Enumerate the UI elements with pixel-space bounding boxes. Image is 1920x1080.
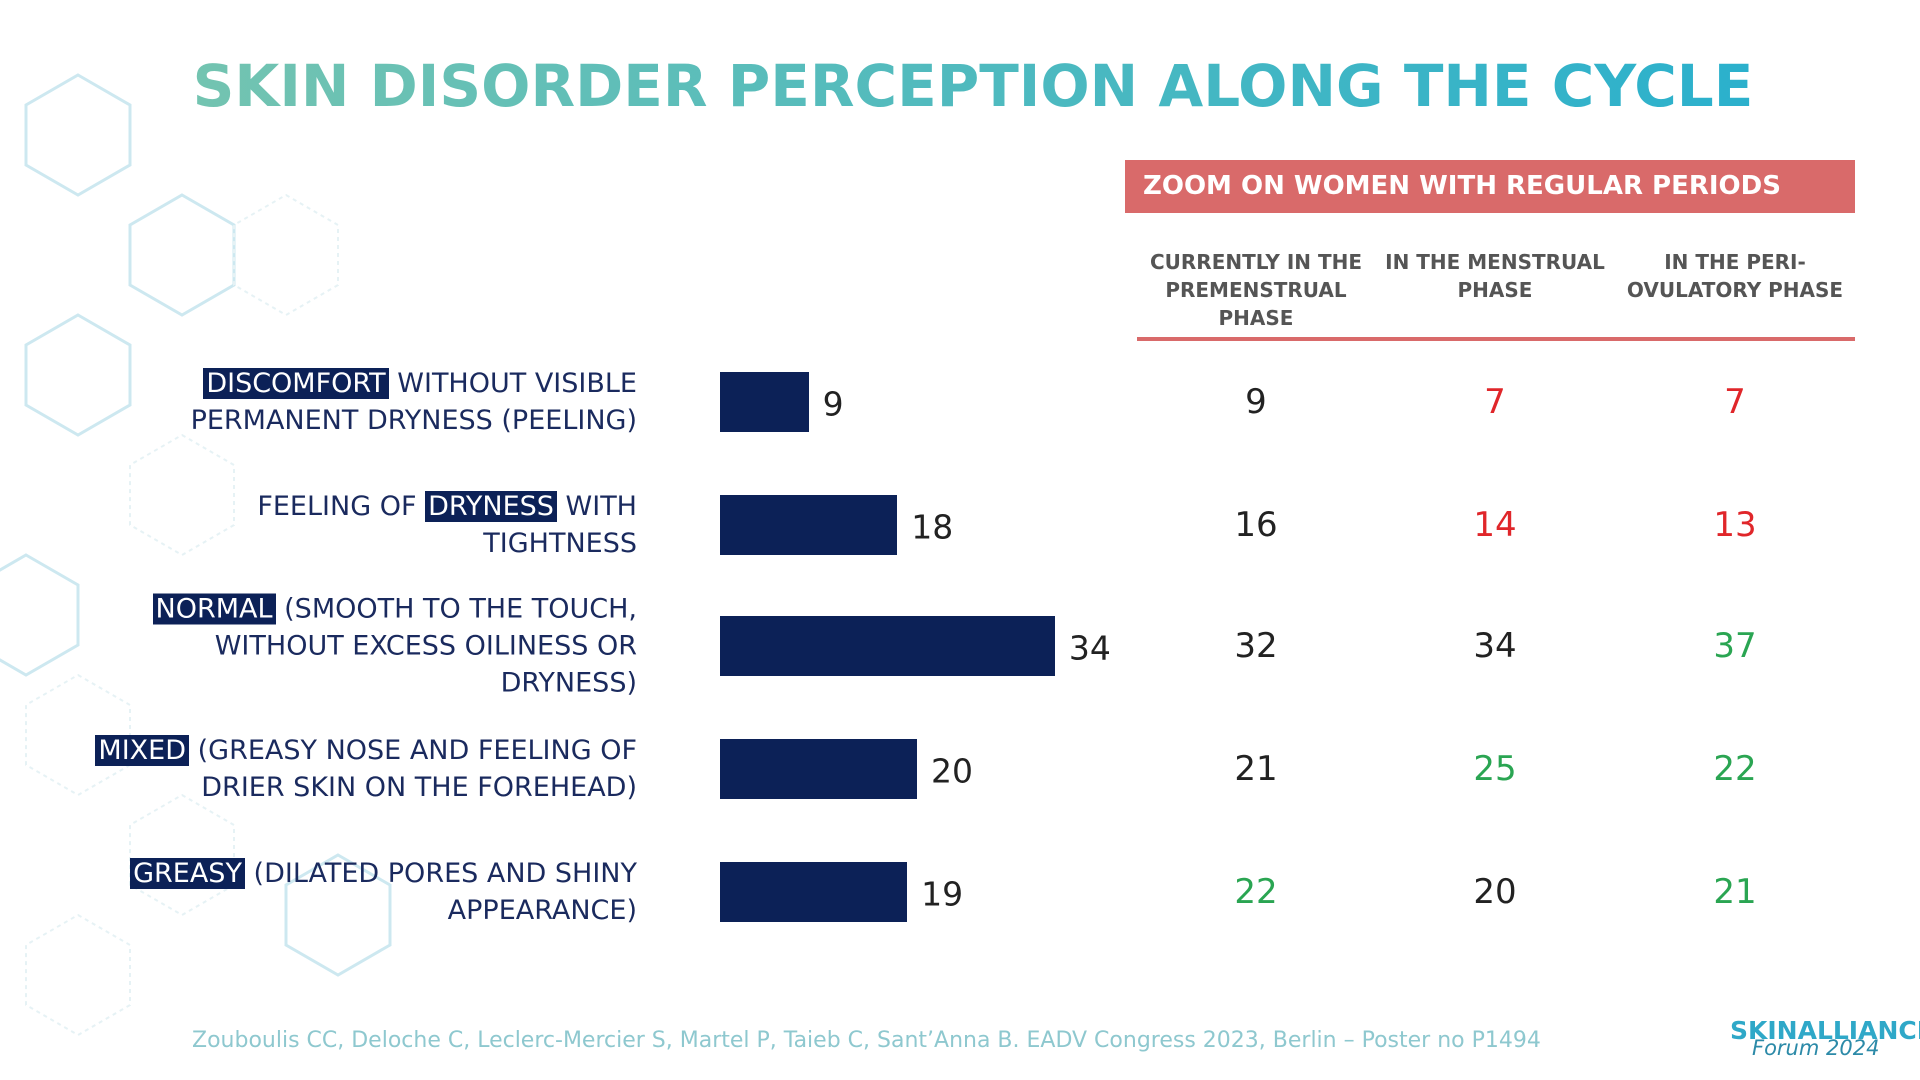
bar — [720, 739, 917, 799]
table-cell: 22 — [1234, 872, 1278, 912]
chart-title: SKIN DISORDER PERCEPTION ALONG THE CYCLE — [0, 52, 1920, 120]
table-cell: 7 — [1724, 382, 1746, 422]
highlighted-word: MIXED — [95, 735, 190, 766]
value-label: 18 — [911, 507, 954, 547]
table-cell: 7 — [1484, 382, 1506, 422]
category-label: FEELING OF DRYNESS WITH TIGHTNESS — [227, 488, 637, 562]
bar — [720, 616, 1055, 676]
value-label: 20 — [931, 751, 973, 791]
column-header: IN THE MENSTRUAL PHASE — [1385, 250, 1605, 302]
bar — [720, 862, 908, 922]
column-header: CURRENTLY IN THE PREMENSTRUAL PHASE — [1149, 250, 1363, 330]
header-rule — [1137, 337, 1855, 341]
label-text: FEELING OF — [257, 491, 417, 522]
category-label: DISCOMFORT WITHOUT VISIBLE PERMANENT DRY… — [137, 365, 637, 439]
logo: SKINALLIANCE — [1730, 1016, 1920, 1045]
label-text: (GREASY NOSE AND FEELING OF DRIER SKIN O… — [197, 735, 637, 803]
table-cell: 32 — [1234, 626, 1278, 666]
hexagon-background — [0, 73, 392, 1037]
category-label: MIXED (GREASY NOSE AND FEELING OF DRIER … — [82, 732, 637, 806]
value-label: 19 — [921, 874, 964, 914]
column-header: IN THE PERI-OVULATORY PHASE — [1626, 250, 1844, 302]
category-label: NORMAL (SMOOTH TO THE TOUCH, WITHOUT EXC… — [92, 591, 637, 702]
bar — [720, 372, 809, 432]
value-label: 34 — [1068, 628, 1111, 668]
highlighted-word: DRYNESS — [425, 491, 557, 522]
highlighted-word: DISCOMFORT — [203, 368, 389, 399]
table-cell: 25 — [1473, 749, 1517, 789]
label-text: WITH TIGHTNESS — [483, 491, 637, 559]
label-text: WITHOUT VISIBLE PERMANENT DRYNESS (PEELI… — [190, 368, 637, 436]
table-cell: 16 — [1234, 505, 1278, 545]
table-cell: 21 — [1234, 749, 1278, 789]
highlighted-word: GREASY — [130, 858, 245, 889]
table-cell: 21 — [1713, 872, 1757, 912]
label-text: (DILATED PORES AND SHINY APPEARANCE) — [253, 858, 637, 926]
logo-subtitle: Forum 2024 — [1752, 1036, 1880, 1060]
table-cell: 20 — [1473, 872, 1517, 912]
table-cell: 37 — [1713, 626, 1757, 666]
category-label: GREASY (DILATED PORES AND SHINY APPEARAN… — [77, 855, 637, 929]
bar — [720, 495, 898, 555]
table-cell: 14 — [1473, 505, 1517, 545]
table-title: ZOOM ON WOMEN WITH REGULAR PERIODS — [1125, 160, 1855, 213]
citation: Zouboulis CC, Deloche C, Leclerc-Mercier… — [192, 1028, 1541, 1053]
highlighted-word: NORMAL — [152, 593, 276, 625]
table-cell: 22 — [1713, 749, 1757, 789]
value-label: 9 — [822, 384, 844, 424]
table-cell: 34 — [1473, 626, 1517, 666]
table-cell: 9 — [1245, 382, 1267, 422]
table-cell: 13 — [1713, 505, 1757, 545]
label-text: (SMOOTH TO THE TOUCH, WITHOUT EXCESS OIL… — [214, 593, 637, 699]
